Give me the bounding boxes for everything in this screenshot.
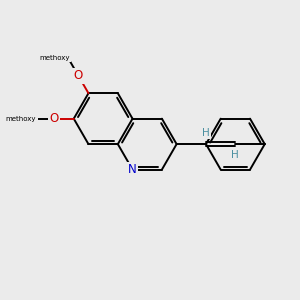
- Text: O: O: [74, 69, 83, 82]
- Text: N: N: [128, 163, 137, 176]
- Text: O: O: [49, 112, 58, 125]
- Text: H: H: [232, 150, 239, 160]
- Text: methoxy: methoxy: [39, 55, 70, 61]
- Text: methoxy: methoxy: [6, 116, 36, 122]
- Text: H: H: [202, 128, 210, 138]
